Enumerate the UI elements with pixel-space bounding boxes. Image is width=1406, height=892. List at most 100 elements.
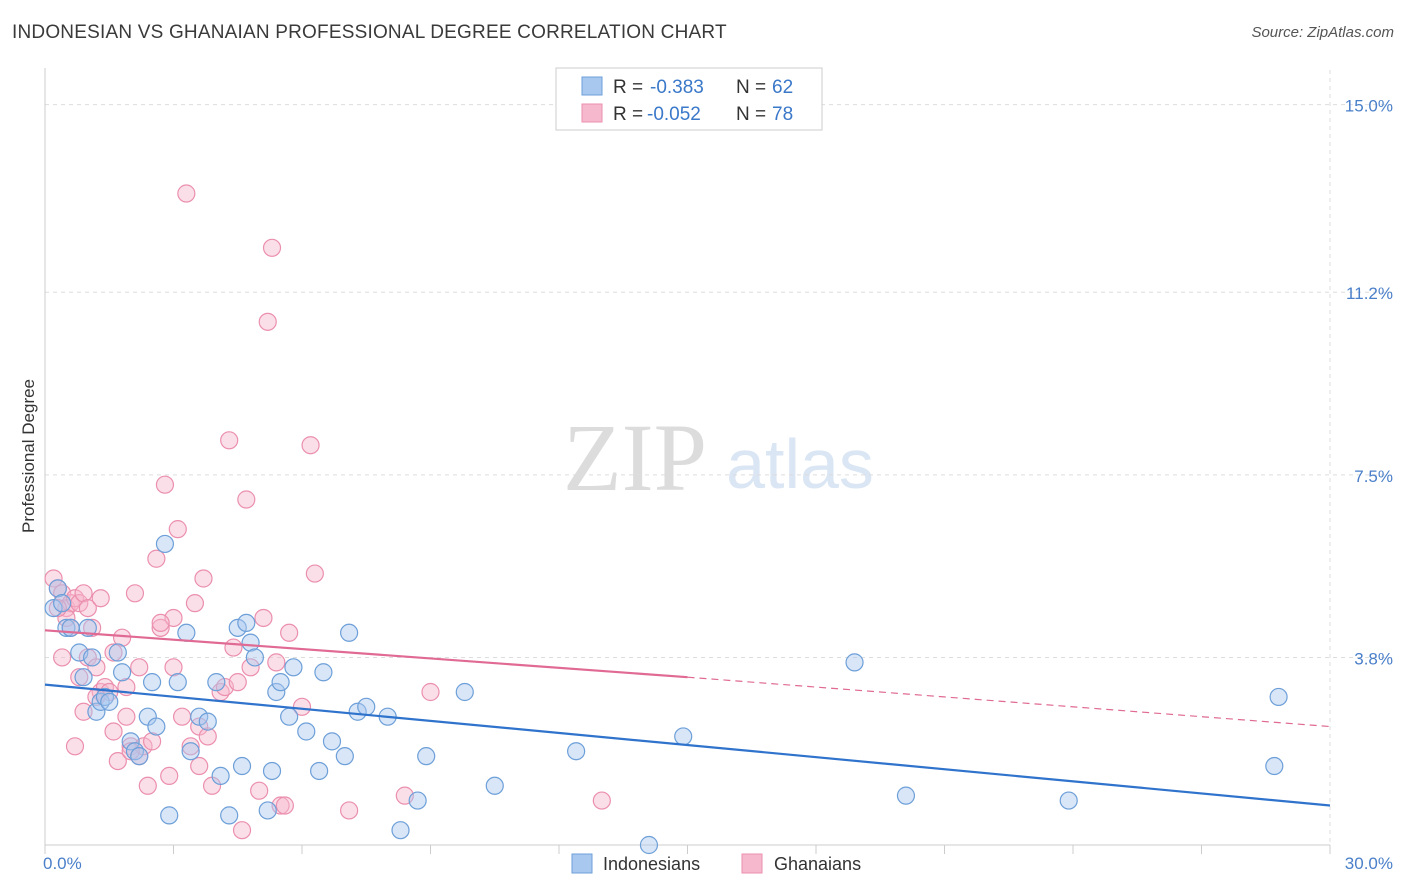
indonesian-point bbox=[340, 623, 359, 642]
bottom-legend-swatch-indonesians bbox=[571, 853, 593, 874]
ghanaian-point bbox=[280, 623, 299, 642]
legend-n-label-1: N = bbox=[736, 77, 766, 98]
indonesian-point bbox=[417, 747, 436, 766]
ghanaian-point bbox=[70, 668, 89, 687]
ghanaian-point bbox=[177, 184, 196, 203]
bottom-legend-swatch-ghanaians bbox=[741, 853, 763, 874]
ghanaian-point bbox=[224, 638, 243, 657]
ghanaian-point bbox=[117, 707, 136, 726]
ghanaian-point bbox=[340, 801, 359, 820]
indonesian-point bbox=[207, 673, 226, 692]
ghanaian-point bbox=[301, 436, 320, 455]
correlation-legend: R = -0.383 N = 62 R = -0.052 N = 78 bbox=[555, 67, 823, 131]
indonesian-points bbox=[44, 534, 1288, 855]
ghanaian-trend-line-extension bbox=[687, 676, 1331, 728]
indonesian-point bbox=[232, 756, 252, 776]
ghanaian-trend-line bbox=[44, 629, 688, 679]
y-tick-label: 3.8% bbox=[1354, 649, 1393, 668]
indonesian-point bbox=[112, 663, 132, 682]
series-legend: Indonesians Ghanaians bbox=[571, 853, 861, 874]
indonesian-point bbox=[1059, 791, 1078, 810]
ghanaian-point bbox=[151, 613, 170, 633]
ghanaian-point bbox=[155, 475, 175, 494]
ghanaian-point bbox=[104, 722, 123, 741]
x-tick-label-max: 30.0% bbox=[1345, 854, 1393, 873]
x-tick-labels: 0.0% 30.0% bbox=[43, 854, 1393, 873]
indonesian-point bbox=[335, 747, 354, 766]
y-tick-labels: 3.8% 7.5% 11.2% 15.0% bbox=[1345, 97, 1393, 669]
grid-lines bbox=[45, 70, 1392, 845]
indonesian-point bbox=[108, 643, 127, 662]
indonesian-point bbox=[74, 668, 93, 687]
indonesian-point bbox=[61, 618, 80, 637]
indonesian-point bbox=[142, 673, 162, 692]
ghanaian-point bbox=[142, 732, 162, 751]
indonesian-point bbox=[258, 801, 277, 820]
watermark-zip: ZIP bbox=[563, 404, 707, 511]
indonesian-point bbox=[262, 761, 282, 781]
ghanaian-point bbox=[592, 791, 611, 810]
indonesian-point bbox=[130, 747, 149, 766]
indonesian-point bbox=[160, 806, 179, 825]
indonesian-point bbox=[83, 648, 102, 667]
indonesian-point bbox=[314, 663, 333, 682]
chart-title: INDONESIAN VS GHANAIAN PROFESSIONAL DEGR… bbox=[12, 22, 727, 43]
ghanaian-point bbox=[74, 702, 93, 721]
indonesian-point bbox=[211, 766, 230, 786]
ghanaian-point bbox=[292, 697, 312, 716]
ghanaian-point bbox=[130, 658, 149, 677]
indonesian-point bbox=[181, 742, 200, 761]
ghanaian-point bbox=[138, 776, 157, 795]
indonesian-point bbox=[267, 682, 286, 702]
ghanaian-point bbox=[194, 569, 213, 588]
ghanaian-point bbox=[232, 821, 252, 840]
indonesian-point bbox=[220, 806, 239, 825]
ghanaian-point bbox=[164, 658, 183, 677]
indonesian-point bbox=[391, 821, 410, 840]
indonesian-point bbox=[485, 776, 504, 795]
trend-lines bbox=[44, 629, 1331, 807]
ghanaian-point bbox=[421, 682, 440, 702]
y-axis-label: Professional Degree bbox=[19, 379, 38, 533]
bottom-legend-indonesians: Indonesians bbox=[603, 854, 700, 874]
ghanaian-point bbox=[190, 756, 209, 776]
ghanaian-point bbox=[181, 737, 200, 756]
indonesian-point bbox=[147, 717, 166, 736]
ghanaian-point bbox=[275, 796, 294, 815]
indonesian-point bbox=[639, 835, 659, 855]
indonesian-point bbox=[198, 712, 217, 731]
ghanaian-point bbox=[65, 737, 85, 756]
ghanaian-point bbox=[254, 608, 273, 628]
indonesian-point bbox=[674, 727, 693, 746]
ghanaian-point bbox=[87, 658, 106, 677]
indonesian-point bbox=[271, 673, 290, 692]
indonesian-point bbox=[845, 653, 864, 672]
ghanaian-point bbox=[83, 618, 102, 637]
ghanaian-point bbox=[121, 742, 140, 761]
indonesian-point bbox=[87, 702, 106, 721]
ghanaian-point bbox=[305, 564, 324, 583]
legend-n-value-2: 78 bbox=[772, 104, 793, 125]
legend-swatch-ghanaians bbox=[581, 103, 603, 123]
ghanaian-point bbox=[160, 766, 179, 786]
indonesian-point bbox=[310, 761, 329, 781]
ghanaian-point bbox=[168, 520, 187, 539]
indonesian-point bbox=[237, 613, 256, 633]
legend-n-label-2: N = bbox=[736, 104, 766, 125]
ghanaian-point bbox=[78, 598, 97, 618]
x-tick-label-min: 0.0% bbox=[43, 854, 82, 873]
indonesian-point bbox=[241, 633, 260, 652]
ghanaian-point bbox=[53, 648, 72, 667]
indonesian-point bbox=[245, 648, 264, 667]
ghanaian-point bbox=[125, 584, 145, 603]
ghanaian-point bbox=[198, 727, 217, 746]
indonesian-point bbox=[100, 692, 119, 711]
indonesian-point bbox=[48, 579, 67, 598]
indonesian-trend-line bbox=[44, 683, 1331, 807]
ghanaian-point bbox=[267, 653, 286, 672]
ghanaian-point bbox=[91, 589, 110, 608]
ghanaian-point bbox=[258, 312, 277, 331]
ghanaian-point bbox=[228, 673, 247, 692]
ghanaian-point bbox=[151, 618, 170, 637]
